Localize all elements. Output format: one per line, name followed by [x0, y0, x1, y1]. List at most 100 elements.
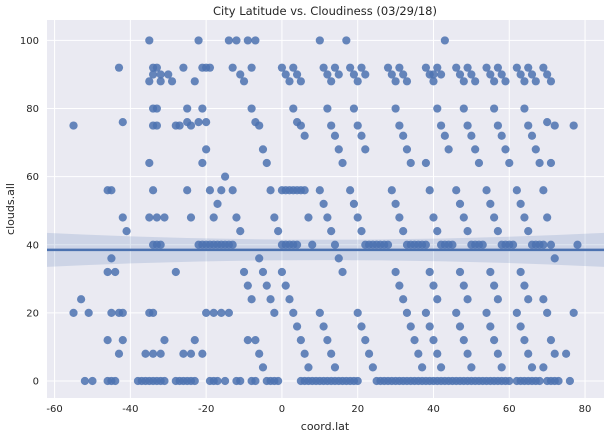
data-point: [164, 70, 173, 79]
x-tick-label: 0: [279, 404, 285, 415]
data-point: [118, 336, 127, 345]
data-point: [539, 63, 548, 72]
data-point: [471, 145, 480, 154]
data-point: [289, 104, 298, 113]
data-point: [209, 213, 218, 222]
data-point: [103, 267, 112, 277]
data-point: [436, 121, 446, 130]
data-point: [455, 70, 465, 79]
data-point: [425, 267, 434, 277]
data-point: [338, 267, 347, 277]
x-tick-label: 20: [351, 404, 364, 415]
y-tick-label: 80: [26, 104, 39, 115]
data-point: [319, 63, 328, 72]
data-point: [220, 172, 230, 181]
data-point: [118, 118, 127, 127]
data-point: [486, 70, 495, 79]
data-point: [399, 131, 408, 140]
data-point: [524, 227, 533, 236]
data-point: [387, 186, 396, 195]
data-point: [505, 158, 514, 168]
data-point: [327, 227, 336, 236]
x-tick-label: 80: [579, 404, 592, 415]
data-point: [436, 70, 446, 79]
data-point: [353, 308, 362, 317]
data-point: [364, 349, 374, 358]
data-point: [482, 308, 491, 317]
data-point: [315, 308, 324, 317]
data-point: [270, 213, 279, 222]
data-point: [327, 349, 336, 358]
data-point: [107, 186, 116, 195]
data-point: [490, 213, 499, 222]
y-axis-label: clouds.all: [4, 183, 17, 235]
data-point: [198, 158, 207, 168]
data-point: [535, 376, 544, 386]
data-point: [342, 36, 351, 45]
data-point: [399, 227, 408, 236]
data-point: [300, 131, 309, 140]
data-point: [334, 145, 343, 154]
data-point: [395, 63, 404, 72]
data-point: [114, 63, 124, 72]
data-point: [478, 240, 487, 249]
x-axis-label: coord.lat: [301, 420, 350, 433]
data-point: [236, 70, 245, 79]
data-point: [186, 121, 196, 130]
data-point: [516, 70, 525, 79]
data-point: [433, 295, 442, 304]
data-point: [512, 63, 521, 72]
data-point: [436, 363, 446, 372]
data-point: [258, 363, 268, 372]
data-point: [429, 213, 438, 222]
data-point: [198, 349, 207, 358]
data-point: [429, 281, 438, 290]
data-point: [391, 267, 400, 277]
data-point: [455, 322, 465, 331]
data-point: [258, 145, 268, 154]
data-point: [444, 145, 453, 154]
x-tick-label: -60: [46, 404, 62, 415]
y-tick-label: 60: [26, 172, 39, 183]
data-point: [501, 77, 510, 86]
y-tick-label: 0: [33, 376, 39, 387]
data-point: [220, 376, 230, 386]
data-point: [512, 308, 521, 317]
data-point: [527, 70, 537, 79]
data-point: [467, 131, 476, 140]
data-point: [202, 308, 211, 317]
data-point: [565, 376, 574, 386]
data-point: [505, 376, 514, 386]
data-point: [77, 295, 86, 304]
data-point: [304, 363, 313, 372]
data-point: [406, 322, 415, 331]
data-point: [399, 70, 408, 79]
data-point: [156, 240, 165, 249]
data-point: [247, 104, 256, 113]
data-point: [527, 131, 537, 140]
data-point: [277, 267, 287, 277]
data-point: [493, 349, 503, 358]
data-point: [493, 121, 503, 130]
data-point: [152, 213, 161, 222]
data-point: [323, 104, 332, 113]
data-point: [520, 213, 529, 222]
data-point: [274, 376, 283, 386]
data-point: [255, 121, 264, 130]
data-point: [497, 131, 506, 140]
data-point: [236, 376, 245, 386]
data-point: [327, 121, 336, 130]
data-point: [448, 240, 457, 249]
data-point: [338, 158, 347, 168]
data-point: [330, 63, 340, 72]
data-point: [145, 36, 154, 45]
data-point: [452, 63, 461, 72]
data-point: [300, 349, 309, 358]
data-point: [383, 63, 393, 72]
data-point: [114, 349, 124, 358]
data-point: [251, 36, 260, 45]
data-point: [183, 104, 192, 113]
data-point: [368, 363, 377, 372]
data-point: [402, 308, 412, 317]
data-point: [285, 77, 294, 86]
